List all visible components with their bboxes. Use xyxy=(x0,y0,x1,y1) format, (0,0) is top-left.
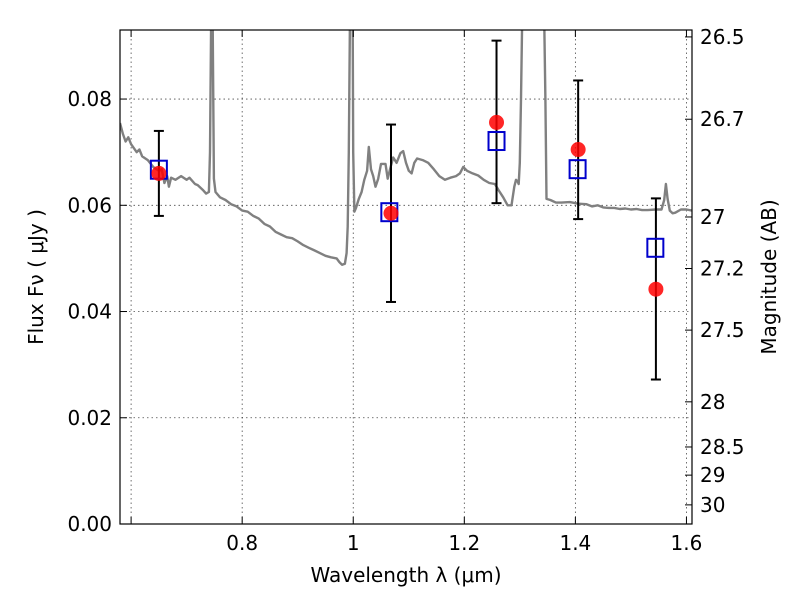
frame-layer xyxy=(119,29,693,525)
model-photometry-point xyxy=(487,131,506,152)
y-tick-label: 0.04 xyxy=(67,300,112,324)
x-tick-label: 1.6 xyxy=(671,531,703,555)
x-tick-label: 1 xyxy=(347,531,360,555)
observed-flux-point xyxy=(383,205,399,221)
x-tick-label: 1.4 xyxy=(559,531,591,555)
tick-layer: 0.8 1 1.2 1.4 1.6 0.00 0.02 0.04 0.06 0.08 26.5 26.… xyxy=(67,25,744,555)
model-spectrum-line xyxy=(120,30,692,266)
plot-frame xyxy=(119,29,693,525)
observed-flux-point xyxy=(570,142,586,158)
y-tick-label: 0.08 xyxy=(67,87,112,111)
model-photometry-point xyxy=(646,237,665,258)
y2-tick-label: 26.7 xyxy=(700,107,745,131)
y2-tick-label: 28 xyxy=(700,390,725,414)
y2-tick-label: 28.5 xyxy=(700,435,745,459)
x-axis-label: Wavelength λ (μm) xyxy=(310,563,501,587)
y-tick-label: 0.06 xyxy=(67,193,112,217)
y2-tick-label: 26.5 xyxy=(700,25,745,49)
y2-tick-label: 30 xyxy=(700,493,725,517)
y-tick-label: 0.02 xyxy=(67,406,112,430)
y-tick-label: 0.00 xyxy=(67,512,112,536)
y-axis-label: Flux Fν ( μJy ) xyxy=(24,209,48,345)
plot-layer xyxy=(120,30,692,381)
observed-flux-point xyxy=(648,281,664,297)
x-tick-label: 1.2 xyxy=(448,531,480,555)
model-photometry-point xyxy=(568,159,587,180)
grid-layer xyxy=(120,30,692,525)
observed-flux-point xyxy=(151,165,167,181)
y2-tick-label: 27 xyxy=(700,205,725,229)
y2-tick-label: 27.2 xyxy=(700,257,745,281)
y2-axis-label: Magnitude (AB) xyxy=(757,199,781,354)
observed-flux-point xyxy=(489,114,505,130)
x-tick-label: 0.8 xyxy=(226,531,258,555)
y2-tick-label: 29 xyxy=(700,463,725,487)
y2-tick-label: 27.5 xyxy=(700,318,745,342)
